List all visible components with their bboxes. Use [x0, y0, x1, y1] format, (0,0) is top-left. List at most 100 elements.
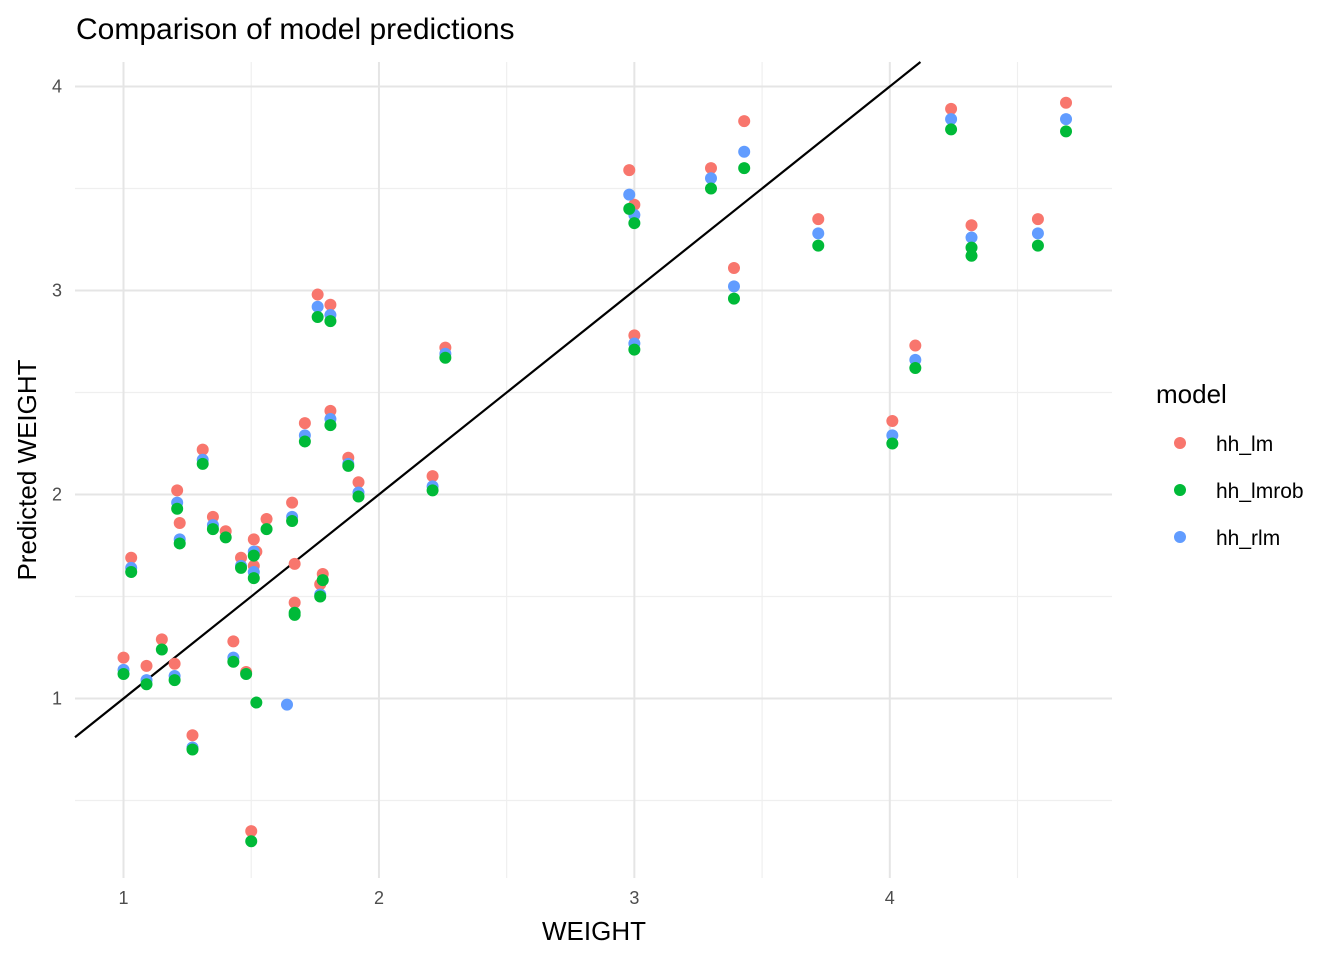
y-tick-label: 3: [52, 280, 62, 300]
point-hh_rlm: [311, 300, 324, 313]
point-hh_lm: [171, 484, 184, 497]
point-hh_rlm: [738, 145, 751, 158]
chart-title: Comparison of model predictions: [76, 13, 515, 46]
legend-label-hh_rlm: hh_rlm: [1216, 527, 1280, 550]
point-hh_lmrob: [245, 835, 258, 848]
point-hh_lm: [426, 470, 439, 483]
point-hh_lm: [155, 633, 168, 646]
point-hh_lm: [965, 219, 978, 232]
y-tick-label: 4: [52, 76, 62, 96]
point-hh_lmrob: [352, 490, 365, 503]
point-hh_lmrob: [909, 362, 922, 374]
point-hh_lm: [324, 298, 337, 311]
point-hh_lmrob: [168, 674, 181, 687]
point-hh_lmrob: [125, 566, 138, 578]
point-hh_lm: [117, 651, 130, 664]
legend-label-hh_lm: hh_lm: [1216, 433, 1273, 456]
point-hh_lmrob: [186, 743, 199, 756]
point-hh_lmrob: [945, 123, 958, 136]
point-hh_lmrob: [342, 459, 355, 472]
point-hh_lmrob: [219, 531, 232, 544]
point-hh_lmrob: [288, 608, 301, 621]
point-hh_lmrob: [738, 162, 751, 175]
legend-title: model: [1156, 379, 1227, 409]
legend-key-hh_lmrob: [1174, 484, 1186, 496]
y-tick-label: 1: [52, 688, 62, 708]
y-axis-title: Predicted WEIGHT: [12, 359, 42, 580]
point-hh_rlm: [727, 280, 740, 293]
x-axis-ticks: 1 2 3 4: [119, 888, 895, 908]
point-hh_lmrob: [628, 217, 641, 230]
legend: model hh_lm hh_lmrob hh_rlm: [1156, 379, 1304, 550]
point-hh_lmrob: [140, 678, 153, 691]
point-hh_lmrob: [311, 311, 324, 323]
point-hh_lm: [812, 213, 825, 226]
legend-key-hh_lm: [1174, 437, 1186, 449]
point-hh_lmrob: [260, 523, 273, 536]
point-hh_lm: [245, 825, 258, 838]
legend-label-hh_lmrob: hh_lmrob: [1216, 480, 1304, 503]
point-hh_lm: [260, 512, 273, 525]
point-hh_lm: [1060, 96, 1073, 109]
point-hh_lmrob: [171, 502, 184, 515]
reference-line-group: [74, 61, 922, 739]
point-hh_lm: [945, 102, 958, 115]
x-tick-label: 4: [885, 888, 895, 908]
point-hh_rlm: [945, 113, 958, 126]
point-hh_lmrob: [286, 515, 299, 527]
point-hh_lmrob: [117, 668, 130, 680]
y-axis-ticks: 1 2 3 4: [52, 76, 62, 708]
point-hh_lm: [140, 659, 153, 672]
point-hh_lmrob: [886, 437, 899, 450]
reference-line: [74, 61, 922, 739]
point-hh_lm: [623, 164, 636, 177]
x-tick-label: 2: [374, 888, 384, 908]
point-hh_lmrob: [812, 239, 825, 252]
point-hh_lmrob: [250, 696, 263, 709]
point-hh_lmrob: [727, 292, 740, 305]
point-hh_lm: [125, 551, 138, 564]
point-hh_lmrob: [314, 590, 327, 603]
point-hh_lmrob: [240, 668, 253, 680]
point-hh_lmrob: [623, 202, 636, 215]
point-hh_lm: [727, 262, 740, 275]
point-hh_lmrob: [247, 572, 260, 585]
point-hh_lm: [288, 596, 301, 609]
point-hh_lm: [286, 496, 299, 509]
point-hh_rlm: [812, 227, 825, 240]
point-hh_lmrob: [247, 549, 260, 562]
gridlines: [75, 62, 1112, 878]
point-hh_lmrob: [196, 457, 209, 470]
point-hh_rlm: [280, 698, 293, 711]
legend-key-hh_rlm: [1174, 531, 1186, 543]
point-hh_lmrob: [235, 561, 248, 574]
point-hh_lm: [1031, 213, 1044, 226]
point-hh_lmrob: [173, 537, 186, 550]
x-tick-label: 1: [119, 888, 129, 908]
point-hh_lmrob: [227, 655, 240, 668]
point-hh_rlm: [965, 231, 978, 244]
point-hh_lm: [909, 339, 922, 352]
point-hh_lmrob: [1031, 239, 1044, 252]
point-hh_lm: [352, 476, 365, 489]
point-hh_lm: [227, 635, 240, 648]
point-hh_rlm: [623, 188, 636, 201]
point-hh_rlm: [704, 172, 717, 185]
point-hh_lmrob: [704, 182, 717, 195]
point-hh_lm: [288, 557, 301, 570]
y-tick-label: 2: [52, 484, 62, 504]
point-hh_rlm: [1060, 113, 1073, 126]
point-hh_lm: [168, 657, 181, 670]
x-axis-title: WEIGHT: [542, 916, 646, 946]
point-hh_lmrob: [324, 315, 337, 328]
x-tick-label: 3: [629, 888, 639, 908]
point-hh_lmrob: [298, 435, 311, 448]
point-hh_lmrob: [155, 643, 168, 656]
point-hh_lm: [311, 288, 324, 301]
point-hh_lm: [298, 417, 311, 430]
point-hh_lmrob: [316, 574, 329, 587]
point-hh_lmrob: [426, 484, 439, 497]
point-hh_lm: [886, 415, 899, 428]
point-hh_lm: [196, 443, 209, 456]
